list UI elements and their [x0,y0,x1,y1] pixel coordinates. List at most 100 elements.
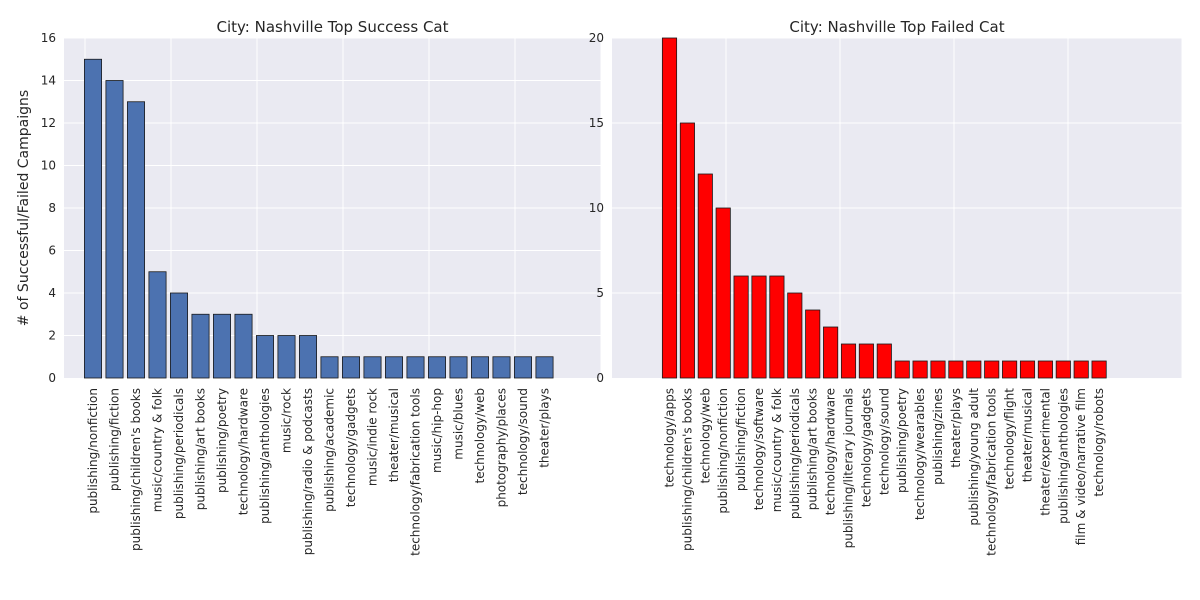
success-chart-y-ticks: 0 2 4 6 8 10 12 14 16 [41,31,56,385]
success-chart-bar [427,356,446,379]
success-chart-x-tick-label: music/indie rock [366,388,380,486]
success-chart-bar [341,356,360,379]
failed-chart-y-tick-label: 15 [589,116,604,130]
success-chart-x-ticks: publishing/nonfiction publishing/fiction p… [86,388,552,556]
success-chart-y-tick-label: 0 [48,371,56,385]
success-chart-x-tick-label: publishing/periodicals [172,388,186,519]
success-chart-x-tick-label: music/rock [280,388,294,453]
failed-chart-x-tick-label: publishing/zines [931,388,945,485]
success-chart-x-tick-label: theater/musical [387,388,401,482]
failed-chart-title: City: Nashville Top Failed Cat [789,18,1004,36]
success-chart-x-tick-label: theater/plays [538,388,552,468]
failed-chart-y-tick-label: 5 [596,286,604,300]
success-chart-bar [514,356,533,379]
success-chart-x-tick-label: photography/places [495,388,509,507]
success-chart-y-tick-label: 2 [48,329,56,343]
failed-chart-bar [697,173,713,379]
success-chart-bar [363,356,382,379]
success-chart-title: City: Nashville Top Success Cat [216,18,448,36]
failed-chart-bar [984,360,1000,379]
failed-chart-x-tick-label: music/country & folk [770,388,784,512]
success-chart-y-tick-label: 4 [48,286,56,300]
success-chart-x-tick-label: music/blues [452,388,466,460]
success-chart-x-tick-label: publishing/fiction [108,388,122,491]
failed-chart-bar [1055,360,1071,379]
success-chart-x-tick-label: publishing/art books [194,388,208,510]
failed-chart-bar [966,360,982,379]
failed-chart-bar [715,207,731,379]
success-chart-y-tick-label: 12 [41,116,56,130]
success-chart-bar [191,313,210,379]
success-chart-y-tick-label: 10 [41,159,56,173]
failed-chart-x-tick-label: publishing/poetry [895,388,909,493]
success-chart-bar [277,335,296,379]
failed-chart-bar [1091,360,1107,379]
failed-chart-bar [894,360,910,379]
failed-chart-bar [787,292,803,379]
failed-chart-bar [948,360,964,379]
success-chart-y-tick-label: 16 [41,31,56,45]
failed-chart-panel: 0 5 10 15 20 technology/apps publishing/child… [589,18,1183,556]
failed-chart-y-tick-label: 0 [596,371,604,385]
success-chart-x-tick-label: technology/fabrication tools [409,388,423,556]
success-chart-x-tick-label: publishing/children's books [129,388,143,551]
failed-chart-y-ticks: 0 5 10 15 20 [589,31,604,385]
success-chart-y-tick-label: 6 [48,244,56,258]
success-chart-bar [406,356,425,379]
failed-chart-x-tick-label: technology/apps [663,388,677,488]
success-chart-bar [492,356,511,379]
failed-chart-bar [1019,360,1036,379]
failed-chart-x-tick-label: theater/experimental [1038,388,1052,516]
success-chart-bar [535,356,554,379]
success-chart-x-tick-label: technology/sound [516,388,530,495]
failed-chart-bar [769,275,785,379]
failed-chart-x-tick-label: theater/musical [1021,388,1035,482]
failed-chart-x-tick-label: technology/wearables [913,388,927,520]
success-chart-bar [127,101,146,379]
failed-chart-bar [1002,360,1018,379]
success-chart-x-tick-label: technology/hardware [237,388,251,515]
failed-chart-x-tick-label: publishing/literary journals [842,388,856,548]
success-chart-x-tick-label: technology/gadgets [344,388,358,507]
failed-chart-bar [840,343,857,379]
failed-chart-x-tick-label: theater/plays [949,388,963,468]
failed-chart-x-ticks: technology/apps publishing/children's boo… [663,388,1107,556]
success-chart-x-tick-label: technology/web [473,388,487,484]
failed-chart-x-tick-label: technology/hardware [824,388,838,515]
failed-chart-bar [912,360,928,379]
failed-chart-bar [1037,360,1053,379]
success-chart-y-tick-label: 14 [41,74,56,88]
success-chart-x-tick-label: publishing/academic [323,388,337,512]
success-chart-bar [234,313,253,379]
failed-chart-bar [858,343,874,379]
failed-chart-bar [805,309,821,379]
failed-chart-x-tick-label: publishing/fiction [734,388,748,491]
failed-chart-bar [823,326,839,379]
failed-chart-bars [661,37,1107,379]
failed-chart-x-tick-label: film & video/narrative film [1074,388,1088,545]
success-chart-bar [298,335,317,379]
failed-chart-x-tick-label: technology/robots [1092,388,1106,497]
success-chart-x-tick-label: publishing/nonfiction [86,388,100,514]
failed-chart-x-tick-label: publishing/young adult [967,388,981,526]
success-chart-x-tick-label: publishing/anthologies [258,388,272,524]
failed-chart-x-tick-label: publishing/children's books [680,388,694,551]
success-chart-bar [320,356,339,379]
success-chart-x-tick-label: publishing/poetry [215,388,229,493]
failed-chart-x-tick-label: technology/gadgets [859,388,873,507]
success-chart-bar [212,313,231,379]
success-chart-x-tick-label: music/country & folk [151,388,165,512]
failed-chart-y-tick-label: 10 [589,201,604,215]
success-chart-x-tick-label: publishing/radio & podcasts [301,388,315,555]
success-chart-bar [384,356,403,379]
success-chart-bar [255,335,274,379]
success-chart-bar [449,356,468,379]
success-chart-x-tick-label: music/hip-hop [430,388,444,473]
failed-chart-x-tick-label: publishing/anthologies [1056,388,1070,524]
failed-chart-x-tick-label: publishing/periodicals [788,388,802,519]
failed-chart-bar [751,275,767,379]
failed-chart-x-tick-label: publishing/art books [806,388,820,510]
success-chart-bars [84,58,554,379]
